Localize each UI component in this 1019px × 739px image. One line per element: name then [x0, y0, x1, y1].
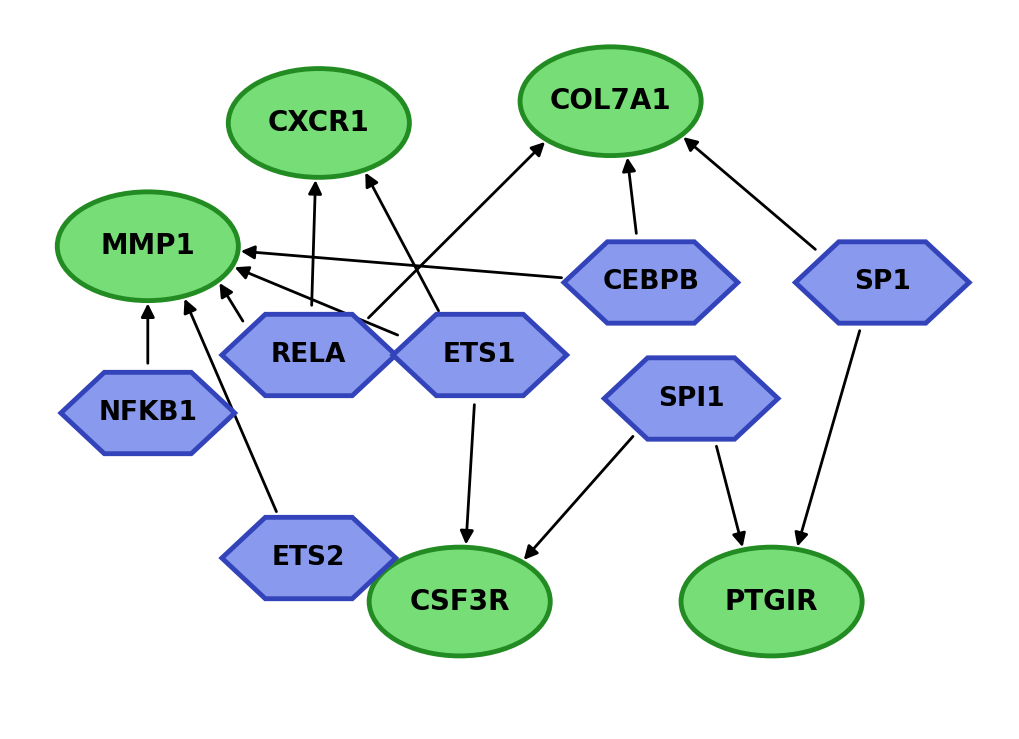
- Ellipse shape: [57, 192, 238, 301]
- Ellipse shape: [369, 547, 549, 656]
- Polygon shape: [392, 314, 567, 395]
- Polygon shape: [221, 314, 395, 395]
- Text: ETS2: ETS2: [272, 545, 345, 571]
- Polygon shape: [61, 372, 234, 454]
- Text: PTGIR: PTGIR: [725, 588, 817, 616]
- Text: ETS1: ETS1: [442, 342, 516, 368]
- Text: CEBPB: CEBPB: [602, 270, 699, 296]
- Polygon shape: [221, 517, 395, 599]
- Polygon shape: [564, 242, 737, 323]
- Text: MMP1: MMP1: [100, 232, 195, 260]
- Text: COL7A1: COL7A1: [549, 87, 671, 115]
- Text: CXCR1: CXCR1: [268, 109, 369, 137]
- Text: SPI1: SPI1: [657, 386, 723, 412]
- Ellipse shape: [681, 547, 861, 656]
- Text: RELA: RELA: [271, 342, 346, 368]
- Polygon shape: [795, 242, 968, 323]
- Text: SP1: SP1: [853, 270, 910, 296]
- Text: NFKB1: NFKB1: [98, 400, 197, 426]
- Ellipse shape: [520, 47, 700, 156]
- Text: CSF3R: CSF3R: [409, 588, 510, 616]
- Ellipse shape: [228, 69, 409, 177]
- Polygon shape: [603, 358, 777, 439]
